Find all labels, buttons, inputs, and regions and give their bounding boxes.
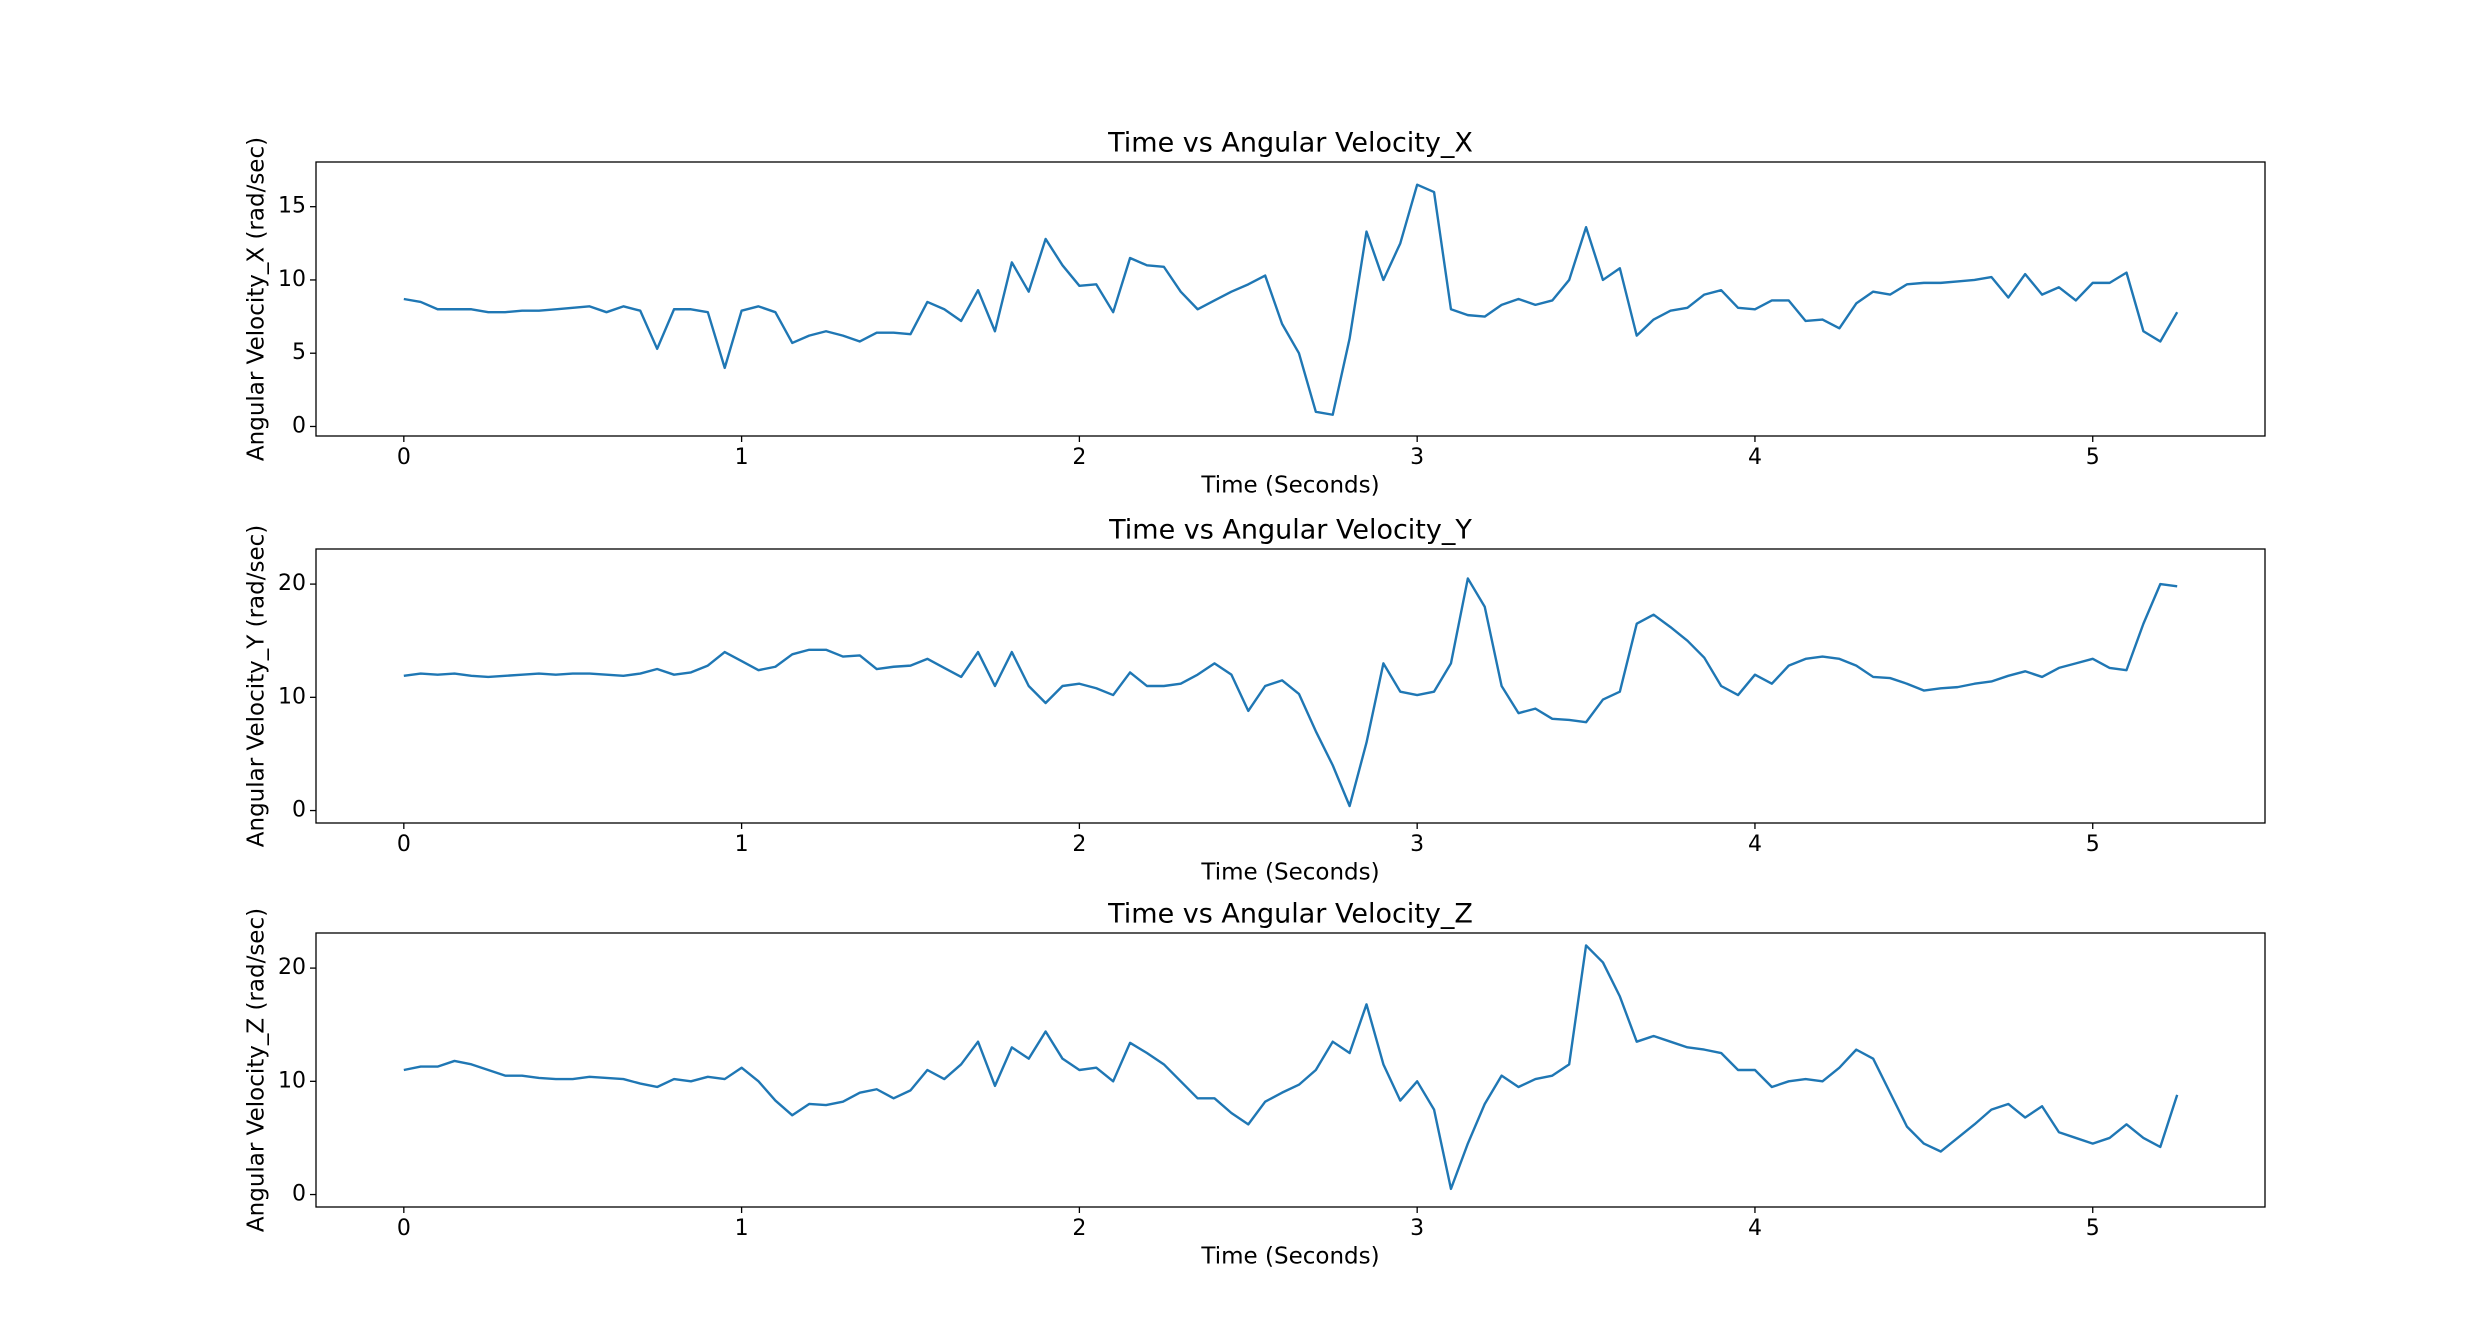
x-axis-label: Time (Seconds)	[1200, 860, 1379, 886]
x-tick-label: 2	[1072, 1216, 1086, 1241]
x-axis-label: Time (Seconds)	[1200, 473, 1379, 499]
y-tick-label: 15	[278, 194, 306, 219]
chart-title: Time vs Angular Velocity_X	[1107, 128, 1473, 159]
y-tick-label: 0	[292, 798, 306, 823]
x-tick-label: 5	[2086, 1216, 2100, 1241]
x-tick-label: 4	[1748, 832, 1762, 857]
x-tick-label: 4	[1748, 1216, 1762, 1241]
y-axis-label: Angular Velocity_Z (rad/sec)	[244, 908, 270, 1232]
chart-title: Time vs Angular Velocity_Z	[1107, 899, 1473, 930]
x-tick-label: 4	[1748, 445, 1762, 470]
y-axis-label: Angular Velocity_Y (rad/sec)	[244, 525, 270, 847]
axes-frame	[315, 548, 2266, 824]
x-tick-label: 0	[397, 445, 411, 470]
data-line	[403, 944, 2179, 1191]
x-tick-label: 1	[735, 445, 749, 470]
x-tick-label: 0	[397, 1216, 411, 1241]
x-axis-label: Time (Seconds)	[1200, 1244, 1379, 1270]
x-tick-label: 1	[735, 1216, 749, 1241]
x-tick-label: 3	[1410, 832, 1424, 857]
x-tick-label: 5	[2086, 445, 2100, 470]
x-tick-label: 1	[735, 832, 749, 857]
axes-frame	[315, 161, 2266, 437]
x-tick-label: 0	[397, 832, 411, 857]
y-tick-label: 0	[292, 413, 306, 438]
x-tick-label: 2	[1072, 832, 1086, 857]
x-tick-label: 3	[1410, 1216, 1424, 1241]
x-tick-label: 5	[2086, 832, 2100, 857]
data-line	[403, 577, 2178, 808]
y-tick-label: 10	[278, 684, 306, 709]
y-tick-label: 10	[278, 1068, 306, 1093]
data-line	[403, 183, 2179, 416]
y-tick-label: 20	[278, 955, 306, 980]
chart-title: Time vs Angular Velocity_Y	[1108, 515, 1472, 546]
y-tick-label: 10	[278, 267, 306, 292]
x-tick-label: 3	[1410, 445, 1424, 470]
x-tick-label: 2	[1072, 445, 1086, 470]
y-tick-label: 0	[292, 1182, 306, 1207]
y-tick-label: 5	[292, 340, 306, 365]
y-axis-label: Angular Velocity_X (rad/sec)	[244, 137, 270, 461]
y-tick-label: 20	[278, 571, 306, 596]
axes-frame	[315, 932, 2266, 1208]
